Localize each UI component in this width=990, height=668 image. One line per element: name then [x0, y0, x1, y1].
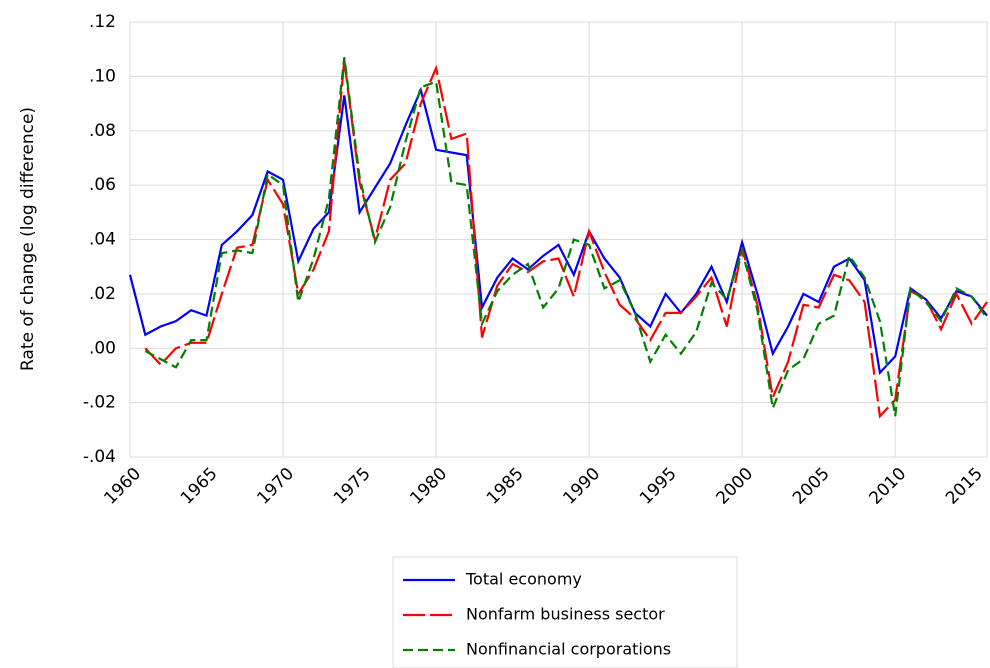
x-tick-label: 1970: [253, 464, 298, 509]
y-tick-label: -.02: [83, 393, 116, 413]
x-tick-label: 2000: [712, 464, 757, 509]
y-tick-label: .10: [89, 66, 116, 86]
x-tick-label: 2005: [789, 464, 834, 509]
x-tick-label: 2015: [942, 464, 987, 509]
x-tick-label: 1985: [483, 464, 528, 509]
y-tick-label: .06: [89, 175, 116, 195]
x-tick-label: 1960: [100, 464, 145, 509]
y-tick-label: -.04: [83, 447, 116, 467]
series-line: [144, 59, 988, 419]
series-line: [144, 57, 988, 417]
x-tick-label: 1990: [559, 464, 604, 509]
x-tick-label: 1975: [330, 464, 375, 509]
y-tick-label: .00: [89, 338, 116, 358]
x-tick-label: 1995: [636, 464, 681, 509]
x-tick-label: 1965: [177, 464, 222, 509]
legend-label: Nonfarm business sector: [466, 605, 665, 624]
series-line: [128, 86, 988, 376]
y-tick-label: .04: [89, 230, 116, 250]
y-axis-label: Rate of change (log difference): [18, 107, 38, 371]
x-tick-label: 1980: [406, 464, 451, 509]
legend-label: Total economy: [465, 570, 582, 589]
x-tick-label: 2010: [866, 464, 911, 509]
y-tick-label: .02: [89, 284, 116, 304]
y-tick-label: .08: [89, 121, 116, 141]
legend-label: Nonfinancial corporations: [466, 640, 671, 659]
y-tick-label: .12: [89, 12, 116, 32]
